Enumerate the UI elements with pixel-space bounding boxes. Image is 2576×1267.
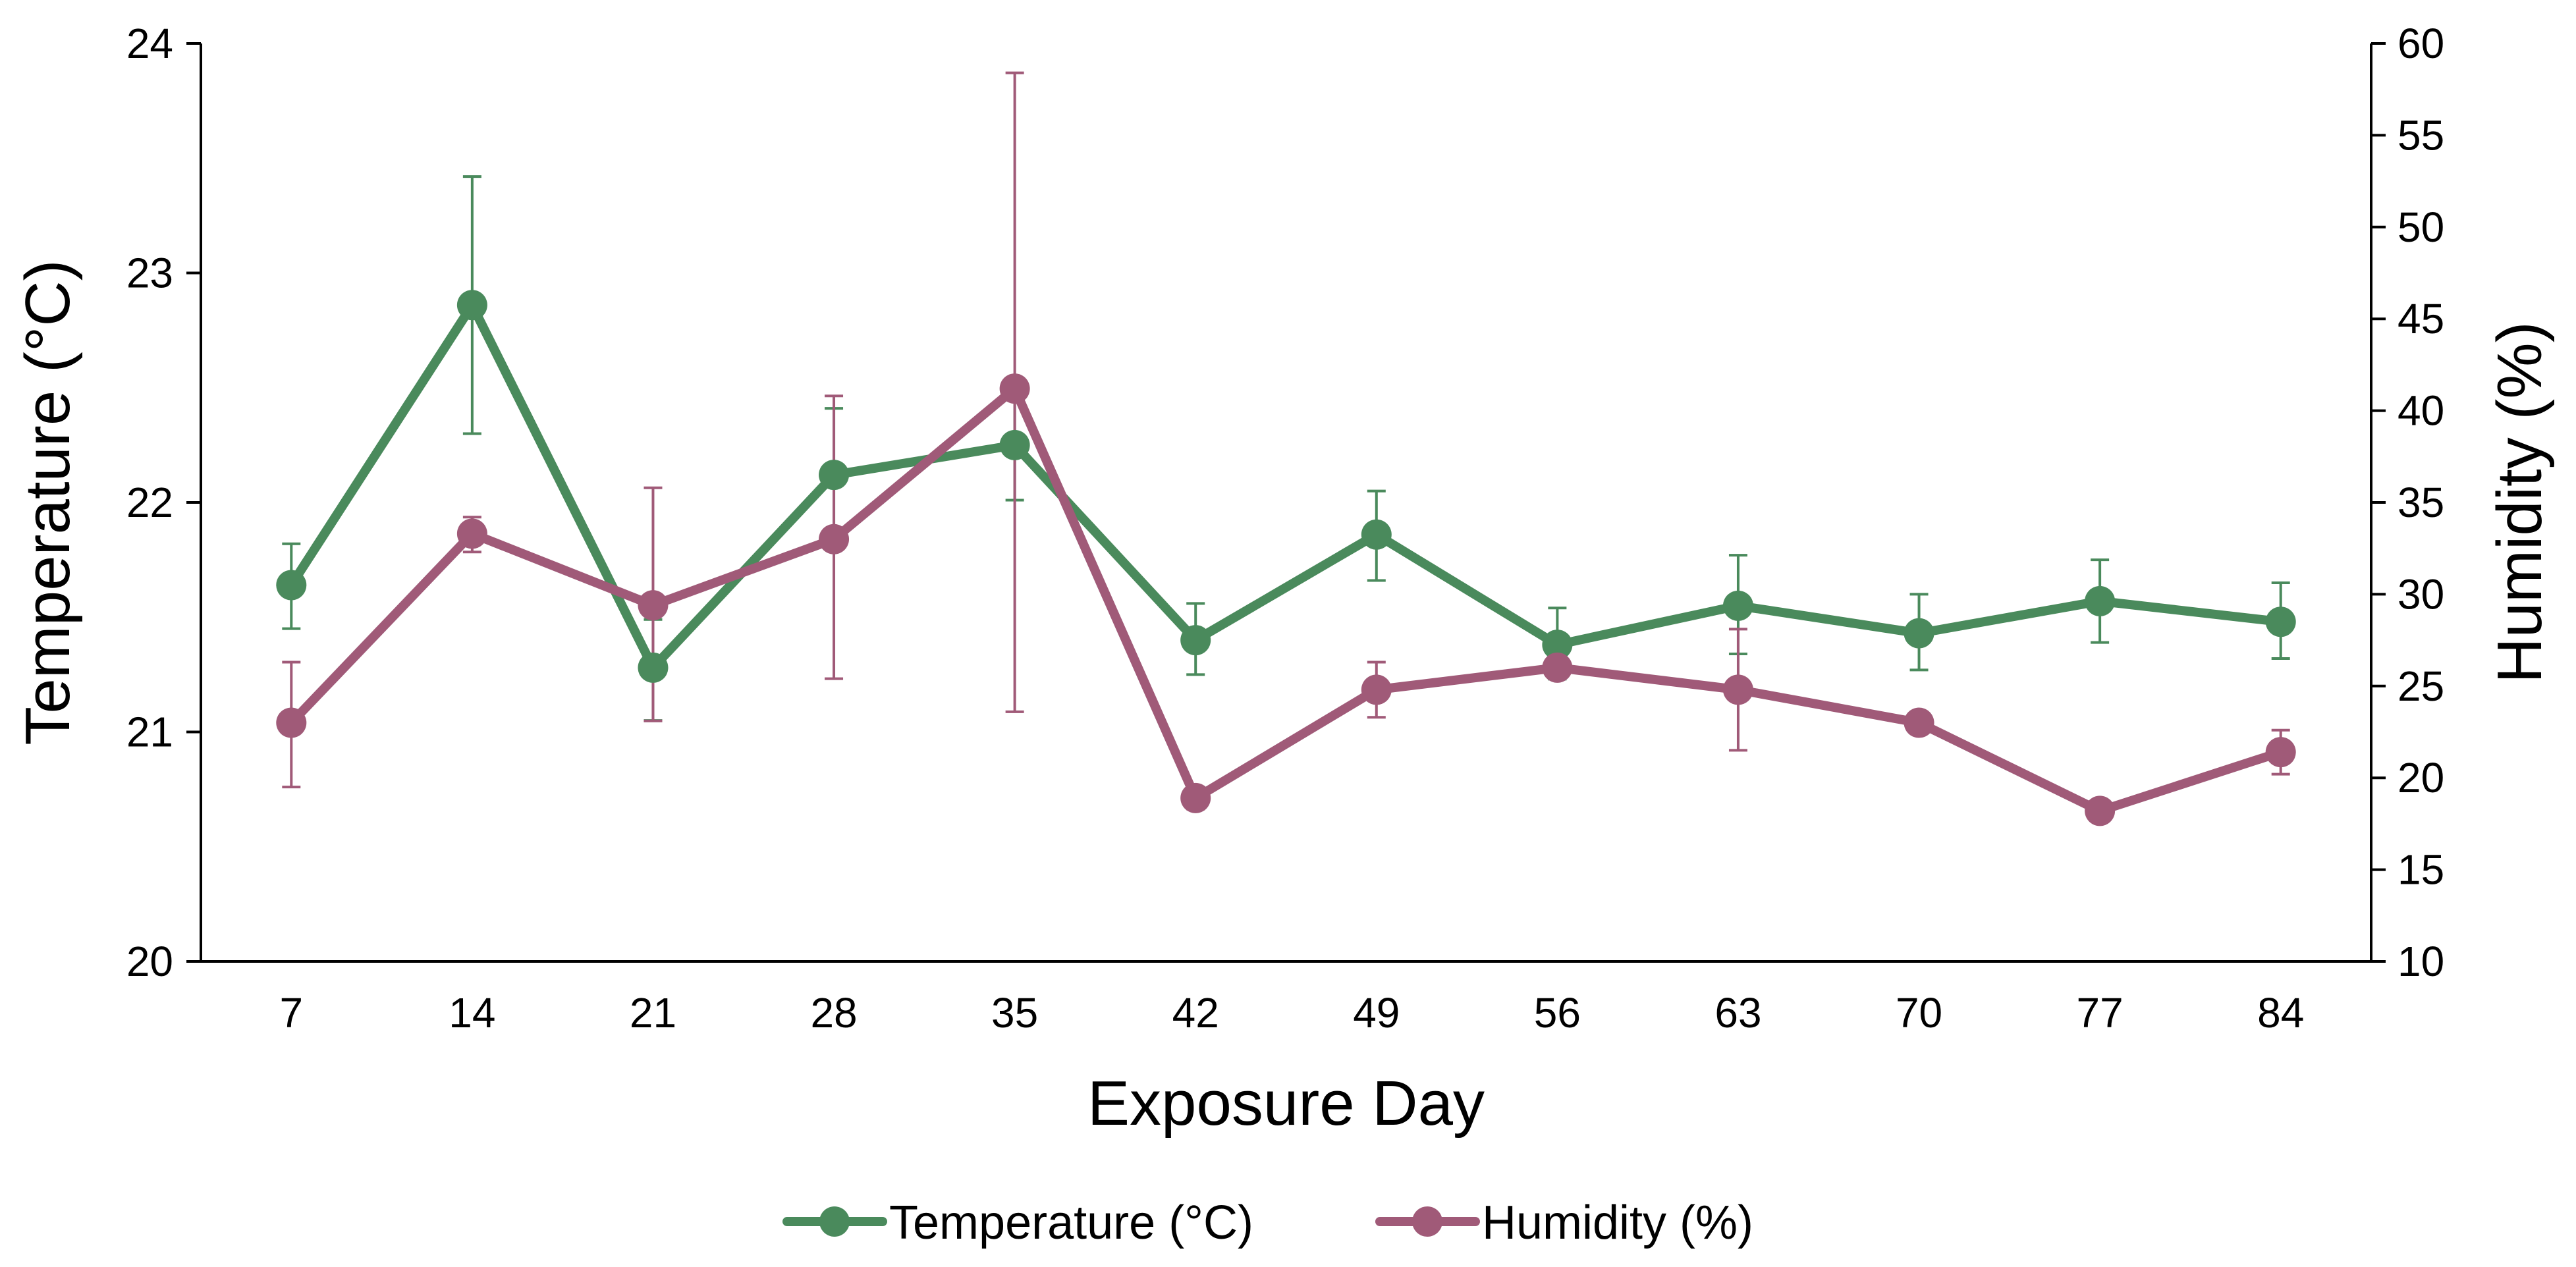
data-point-temperature	[638, 652, 669, 683]
y2-tick-label: 25	[2398, 662, 2444, 710]
data-point-humidity	[1904, 707, 1934, 738]
data-point-humidity	[819, 524, 850, 554]
x-tick-label: 35	[991, 989, 1038, 1037]
x-tick-label: 63	[1714, 989, 1761, 1037]
x-tick-label: 21	[630, 989, 676, 1037]
y2-tick-label: 45	[2398, 295, 2444, 342]
y-axis-title: Temperature (°C)	[13, 259, 83, 745]
series-line-temperature	[287, 300, 2286, 672]
axes-layer: 20 21 22 23 24 10 15 20 25 30 35 40 45 50 55 60 7 14 21 28 3…	[13, 20, 2555, 1139]
y-tick-label: 20	[126, 938, 173, 985]
y2-tick-label: 60	[2398, 20, 2444, 67]
x-axis-title: Exposure Day	[1087, 1068, 1485, 1139]
data-point-temperature	[1722, 590, 1753, 621]
data-point-humidity	[1722, 674, 1753, 705]
x-tick-label: 28	[810, 989, 857, 1037]
y2-tick-label: 55	[2398, 111, 2444, 159]
x-tick-label: 56	[1534, 989, 1581, 1037]
y2-tick-label: 10	[2398, 938, 2444, 985]
data-point-temperature	[1361, 519, 1392, 550]
legend-label: Temperature (°C)	[889, 1197, 1253, 1249]
errorbar-layer	[282, 71, 2290, 822]
data-point-temperature	[456, 290, 487, 321]
x-tick-label: 42	[1172, 989, 1219, 1037]
y-tick-label: 21	[126, 709, 173, 756]
legend-label: Humidity (%)	[1482, 1197, 1753, 1249]
x-tick-label: 14	[449, 989, 495, 1037]
data-point-humidity	[1542, 652, 1573, 683]
data-point-temperature	[819, 460, 850, 491]
y2-tick-label: 50	[2398, 203, 2444, 251]
data-point-temperature	[2265, 607, 2296, 637]
y2-tick-label: 35	[2398, 479, 2444, 526]
data-point-humidity	[2265, 737, 2296, 768]
data-point-humidity	[1180, 782, 1211, 813]
data-point-humidity	[2085, 795, 2116, 826]
series-line-humidity	[287, 384, 2286, 816]
data-point-humidity	[638, 590, 669, 621]
legend-swatch-marker	[819, 1206, 850, 1237]
y2-tick-label: 30	[2398, 570, 2444, 618]
data-point-temperature	[1904, 618, 1934, 649]
data-point-temperature	[276, 570, 307, 601]
data-point-temperature	[999, 429, 1030, 460]
y-tick-label: 23	[126, 250, 173, 297]
series-layer	[276, 290, 2296, 826]
data-point-temperature	[2085, 585, 2116, 616]
x-tick-label: 77	[2077, 989, 2124, 1037]
legend-swatch-marker	[1412, 1206, 1442, 1237]
x-tick-label: 7	[279, 989, 303, 1037]
data-point-temperature	[1542, 630, 1573, 660]
y2-axis-title: Humidity (%)	[2484, 321, 2555, 683]
data-point-humidity	[1361, 674, 1392, 705]
data-point-humidity	[276, 707, 307, 738]
x-tick-label: 70	[1896, 989, 1942, 1037]
y2-tick-label: 15	[2398, 846, 2444, 894]
data-point-humidity	[456, 518, 487, 549]
legend: Temperature (°C) Humidity (%)	[782, 1197, 1753, 1249]
data-point-temperature	[1180, 625, 1211, 656]
data-point-humidity	[999, 373, 1030, 404]
x-tick-label: 49	[1353, 989, 1400, 1037]
x-tick-label: 84	[2257, 989, 2304, 1037]
y-tick-label: 24	[126, 20, 173, 67]
y2-tick-label: 40	[2398, 387, 2444, 435]
y-tick-label: 22	[126, 479, 173, 526]
y2-tick-label: 20	[2398, 754, 2444, 801]
